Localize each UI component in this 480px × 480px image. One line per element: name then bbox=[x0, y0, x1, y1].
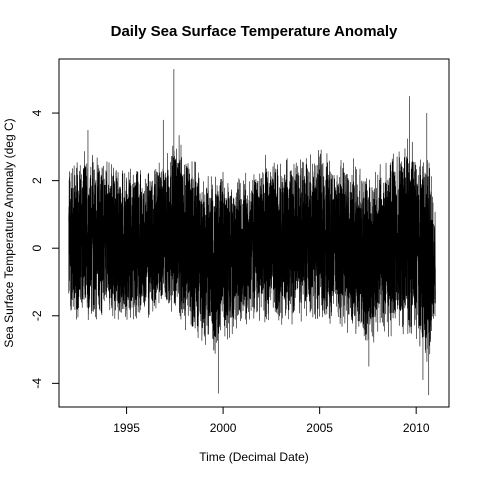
x-tick-label: 1995 bbox=[113, 421, 140, 435]
series-layer bbox=[68, 69, 436, 396]
x-axis-label: Time (Decimal Date) bbox=[199, 450, 309, 464]
y-tick-label: 4 bbox=[30, 109, 44, 116]
x-tick-label: 2010 bbox=[403, 421, 430, 435]
y-tick-label: -2 bbox=[30, 310, 44, 321]
chart-title: Daily Sea Surface Temperature Anomaly bbox=[111, 23, 398, 40]
x-tick-label: 2005 bbox=[306, 421, 333, 435]
y-tick-label: -4 bbox=[30, 378, 44, 389]
sst-anomaly-series-line bbox=[68, 69, 436, 396]
x-tick-label: 2000 bbox=[210, 421, 237, 435]
y-axis-label: Sea Surface Temperature Anomaly (deg C) bbox=[2, 118, 16, 347]
y-axis: -4 -2 0 2 4 bbox=[30, 109, 59, 389]
y-tick-label: 2 bbox=[30, 177, 44, 184]
plot-frame bbox=[58, 58, 450, 408]
y-tick-label: 0 bbox=[30, 245, 44, 252]
x-axis: 1995 2000 2005 2010 bbox=[113, 407, 430, 435]
